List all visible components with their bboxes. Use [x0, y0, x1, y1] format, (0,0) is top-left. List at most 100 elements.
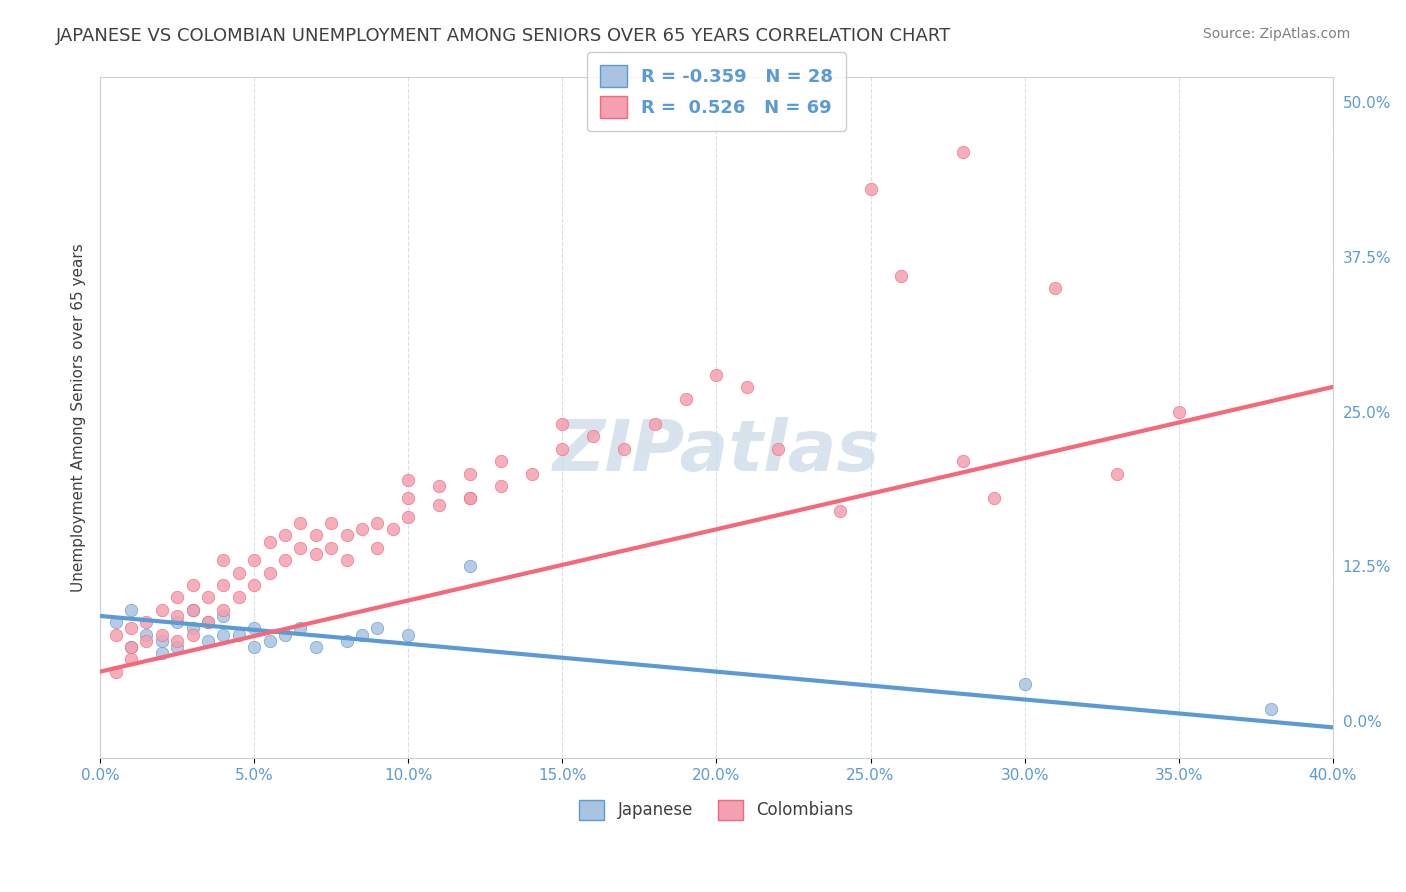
Point	[859, 182, 882, 196]
Point	[458, 491, 481, 506]
Point	[181, 627, 204, 641]
Point	[458, 491, 481, 506]
Point	[396, 627, 419, 641]
Point	[396, 491, 419, 506]
Point	[228, 591, 250, 605]
Point	[197, 633, 219, 648]
Point	[259, 534, 281, 549]
Point	[181, 621, 204, 635]
Point	[120, 603, 142, 617]
Point	[120, 640, 142, 654]
Point	[181, 578, 204, 592]
Point	[166, 615, 188, 629]
Point	[150, 603, 173, 617]
Point	[735, 380, 758, 394]
Point	[675, 392, 697, 407]
Point	[290, 516, 312, 530]
Point	[489, 479, 512, 493]
Point	[366, 516, 388, 530]
Point	[1105, 467, 1128, 481]
Point	[150, 646, 173, 660]
Point	[104, 665, 127, 679]
Point	[120, 652, 142, 666]
Point	[458, 467, 481, 481]
Point	[427, 498, 450, 512]
Point	[197, 615, 219, 629]
Point	[166, 633, 188, 648]
Point	[427, 479, 450, 493]
Point	[243, 621, 266, 635]
Point	[290, 621, 312, 635]
Point	[321, 541, 343, 555]
Point	[197, 615, 219, 629]
Point	[1260, 702, 1282, 716]
Point	[197, 591, 219, 605]
Point	[274, 528, 297, 542]
Point	[336, 633, 359, 648]
Point	[212, 609, 235, 624]
Point	[135, 633, 157, 648]
Point	[305, 640, 328, 654]
Point	[166, 591, 188, 605]
Point	[1167, 405, 1189, 419]
Point	[381, 522, 404, 536]
Point	[120, 621, 142, 635]
Point	[551, 442, 574, 456]
Point	[952, 454, 974, 468]
Y-axis label: Unemployment Among Seniors over 65 years: Unemployment Among Seniors over 65 years	[72, 244, 86, 592]
Point	[274, 553, 297, 567]
Point	[181, 603, 204, 617]
Point	[1045, 281, 1067, 295]
Point	[228, 627, 250, 641]
Point	[551, 417, 574, 431]
Point	[259, 566, 281, 580]
Point	[1014, 677, 1036, 691]
Point	[104, 627, 127, 641]
Point	[366, 621, 388, 635]
Point	[212, 578, 235, 592]
Point	[181, 603, 204, 617]
Point	[458, 559, 481, 574]
Point	[305, 547, 328, 561]
Point	[582, 429, 605, 443]
Point	[259, 633, 281, 648]
Point	[613, 442, 636, 456]
Point	[228, 566, 250, 580]
Point	[212, 627, 235, 641]
Point	[104, 615, 127, 629]
Point	[520, 467, 543, 481]
Point	[290, 541, 312, 555]
Point	[274, 627, 297, 641]
Point	[321, 516, 343, 530]
Point	[828, 504, 851, 518]
Point	[135, 615, 157, 629]
Point	[706, 368, 728, 382]
Point	[243, 578, 266, 592]
Point	[766, 442, 789, 456]
Point	[336, 528, 359, 542]
Point	[983, 491, 1005, 506]
Point	[352, 627, 374, 641]
Point	[243, 553, 266, 567]
Point	[366, 541, 388, 555]
Text: JAPANESE VS COLOMBIAN UNEMPLOYMENT AMONG SENIORS OVER 65 YEARS CORRELATION CHART: JAPANESE VS COLOMBIAN UNEMPLOYMENT AMONG…	[56, 27, 952, 45]
Point	[396, 509, 419, 524]
Point	[952, 145, 974, 159]
Point	[352, 522, 374, 536]
Point	[150, 633, 173, 648]
Point	[336, 553, 359, 567]
Point	[166, 640, 188, 654]
Text: ZIPatlas: ZIPatlas	[553, 417, 880, 486]
Point	[890, 268, 912, 283]
Point	[135, 627, 157, 641]
Point	[150, 627, 173, 641]
Point	[212, 553, 235, 567]
Point	[644, 417, 666, 431]
Point	[305, 528, 328, 542]
Point	[120, 640, 142, 654]
Point	[489, 454, 512, 468]
Text: Source: ZipAtlas.com: Source: ZipAtlas.com	[1202, 27, 1350, 41]
Point	[243, 640, 266, 654]
Legend: Japanese, Colombians: Japanese, Colombians	[568, 788, 865, 831]
Point	[166, 609, 188, 624]
